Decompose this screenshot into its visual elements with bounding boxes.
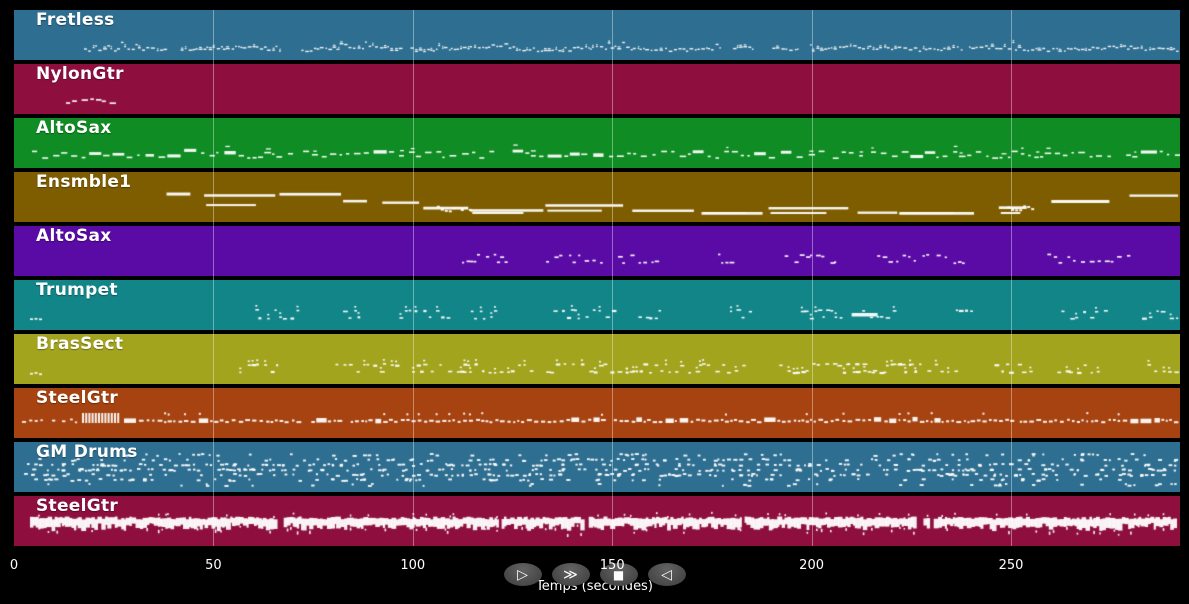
track-lane-8-gmdrums: GM Drums — [14, 442, 1180, 492]
track-lane-3-ensmble1: Ensmble1 — [14, 172, 1180, 222]
track-label: Fretless — [36, 10, 115, 30]
track-lane-5-trumpet: Trumpet — [14, 280, 1180, 330]
axis-tick-100: 100 — [400, 558, 426, 573]
note-events-canvas — [14, 388, 1180, 438]
note-events-canvas — [14, 64, 1180, 114]
note-events-canvas — [14, 496, 1180, 546]
track-lane-2-altosax: AltoSax — [14, 118, 1180, 168]
track-lanes: Fretless NylonGtr AltoSax Ensmble1 AltoSax Tr… — [14, 10, 1180, 550]
track-label: Ensmble1 — [36, 172, 132, 192]
play-button[interactable]: ▷ — [503, 563, 542, 586]
axis-tick-250: 250 — [998, 558, 1024, 573]
note-events-canvas — [14, 334, 1180, 384]
fast-forward-button[interactable]: ≫ — [551, 563, 590, 586]
track-label: SteelGtr — [36, 388, 119, 408]
transport-controls: ▷ ≫ ■ ◁ — [0, 563, 1189, 586]
axis-tick-50: 50 — [205, 558, 222, 573]
track-lane-9-steelgtr: SteelGtr — [14, 496, 1180, 546]
track-label: BrasSect — [36, 334, 124, 354]
track-lane-4-altosax: AltoSax — [14, 226, 1180, 276]
rewind-icon: ◁ — [661, 566, 672, 583]
track-label: Trumpet — [36, 280, 118, 300]
track-label: SteelGtr — [36, 496, 119, 516]
play-icon: ▷ — [517, 566, 528, 583]
track-label: GM Drums — [36, 442, 138, 462]
track-label: AltoSax — [36, 226, 112, 246]
track-lane-1-nylongtr: NylonGtr — [14, 64, 1180, 114]
note-events-canvas — [14, 118, 1180, 168]
track-lane-7-steelgtr: SteelGtr — [14, 388, 1180, 438]
note-events-canvas — [14, 226, 1180, 276]
note-events-canvas — [14, 10, 1180, 60]
note-events-canvas — [14, 442, 1180, 492]
track-lane-0-fretless: Fretless — [14, 10, 1180, 60]
rewind-button[interactable]: ◁ — [647, 563, 686, 586]
axis-tick-150: 150 — [599, 558, 625, 573]
note-events-canvas — [14, 172, 1180, 222]
axis-tick-0: 0 — [9, 558, 19, 573]
axis-tick-200: 200 — [799, 558, 825, 573]
track-label: NylonGtr — [36, 64, 124, 84]
track-label: AltoSax — [36, 118, 112, 138]
track-lane-6-brassect: BrasSect — [14, 334, 1180, 384]
fast-forward-icon: ≫ — [563, 566, 578, 583]
note-events-canvas — [14, 280, 1180, 330]
